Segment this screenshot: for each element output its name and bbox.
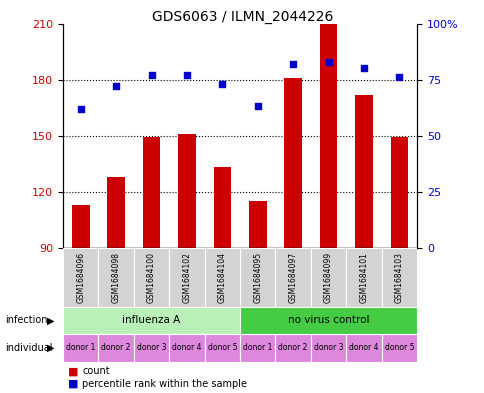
Point: [112, 83, 120, 90]
Bar: [319, 24, 337, 248]
Text: GSM1684102: GSM1684102: [182, 252, 191, 303]
Text: GSM1684100: GSM1684100: [147, 252, 156, 303]
Bar: [346, 334, 381, 362]
Bar: [63, 248, 98, 307]
Point: [147, 72, 155, 78]
Bar: [240, 307, 416, 334]
Point: [218, 81, 226, 87]
Text: GSM1684098: GSM1684098: [111, 252, 121, 303]
Bar: [204, 334, 240, 362]
Bar: [381, 248, 416, 307]
Bar: [72, 205, 90, 248]
Bar: [213, 167, 231, 248]
Text: donor 3: donor 3: [313, 343, 343, 352]
Bar: [63, 334, 98, 362]
Text: GSM1684104: GSM1684104: [217, 252, 227, 303]
Text: percentile rank within the sample: percentile rank within the sample: [82, 378, 247, 389]
Bar: [134, 334, 169, 362]
Bar: [310, 334, 346, 362]
Bar: [390, 138, 408, 248]
Point: [76, 106, 85, 112]
Text: infection: infection: [5, 315, 47, 325]
Text: GSM1684096: GSM1684096: [76, 252, 85, 303]
Point: [394, 74, 402, 81]
Point: [359, 65, 367, 72]
Text: GSM1684099: GSM1684099: [323, 252, 333, 303]
Point: [182, 72, 190, 78]
Text: GDS6063 / ILMN_2044226: GDS6063 / ILMN_2044226: [151, 10, 333, 24]
Text: donor 5: donor 5: [384, 343, 413, 352]
Text: GSM1684101: GSM1684101: [359, 252, 368, 303]
Bar: [142, 138, 160, 248]
Text: donor 2: donor 2: [278, 343, 307, 352]
Text: ■: ■: [68, 378, 78, 389]
Text: donor 4: donor 4: [172, 343, 201, 352]
Bar: [346, 248, 381, 307]
Text: individual: individual: [5, 343, 52, 353]
Text: count: count: [82, 366, 110, 376]
Bar: [204, 248, 240, 307]
Bar: [107, 177, 125, 248]
Bar: [98, 248, 134, 307]
Bar: [354, 94, 372, 248]
Point: [324, 59, 332, 65]
Bar: [284, 78, 302, 248]
Point: [254, 103, 261, 110]
Bar: [178, 134, 196, 248]
Bar: [169, 248, 204, 307]
Text: donor 3: donor 3: [136, 343, 166, 352]
Text: influenza A: influenza A: [122, 315, 181, 325]
Point: [288, 61, 296, 67]
Bar: [169, 334, 204, 362]
Text: no virus control: no virus control: [287, 315, 369, 325]
Bar: [134, 248, 169, 307]
Text: GSM1684103: GSM1684103: [394, 252, 403, 303]
Text: GSM1684097: GSM1684097: [288, 252, 297, 303]
Bar: [240, 248, 275, 307]
Text: ▶: ▶: [47, 315, 55, 325]
Bar: [275, 248, 310, 307]
Bar: [310, 248, 346, 307]
Text: donor 2: donor 2: [101, 343, 131, 352]
Bar: [240, 334, 275, 362]
Text: donor 4: donor 4: [348, 343, 378, 352]
Text: donor 1: donor 1: [66, 343, 95, 352]
Text: donor 1: donor 1: [242, 343, 272, 352]
Bar: [381, 334, 416, 362]
Text: ▶: ▶: [47, 343, 55, 353]
Bar: [275, 334, 310, 362]
Text: ■: ■: [68, 366, 78, 376]
Text: donor 5: donor 5: [207, 343, 237, 352]
Bar: [98, 334, 134, 362]
Bar: [63, 307, 240, 334]
Bar: [248, 201, 266, 248]
Text: GSM1684095: GSM1684095: [253, 252, 262, 303]
